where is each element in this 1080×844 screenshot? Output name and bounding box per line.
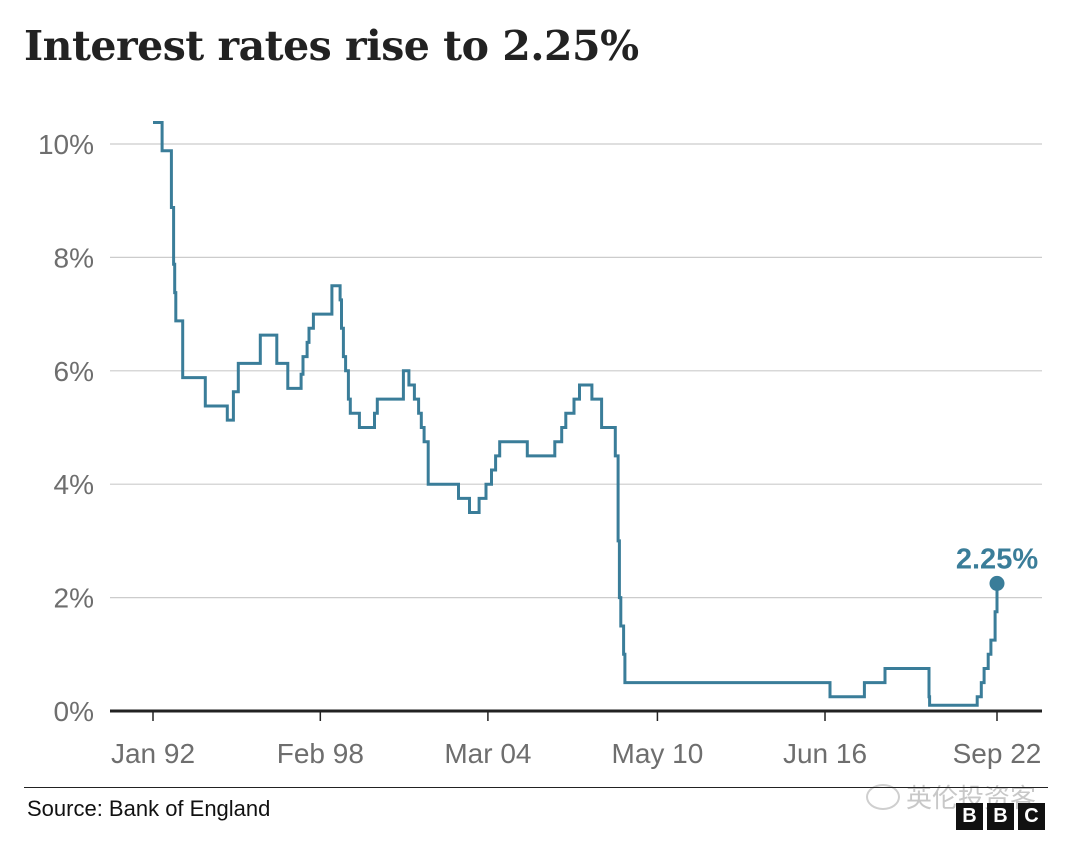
y-tick-label-2: 2% — [54, 583, 94, 614]
latest-rate-point — [989, 575, 1005, 591]
x-tick-label-2: Mar 04 — [444, 738, 531, 769]
x-axis-ticks: Jan 92 Feb 98 Mar 04 May 10 Jun 16 Sep 22 — [111, 711, 1041, 769]
gridlines — [110, 143, 1042, 713]
y-tick-label-10: 10% — [38, 129, 94, 160]
x-tick-label-4: Jun 16 — [783, 738, 867, 769]
y-tick-label-6: 6% — [54, 356, 94, 387]
interest-rate-line — [153, 121, 999, 707]
x-tick-label-0: Jan 92 — [111, 738, 195, 769]
wechat-icon — [866, 783, 900, 810]
y-axis-ticks: 0% 2% 4% 6% 8% 10% — [38, 129, 94, 727]
logo-letter-b1: B — [956, 803, 983, 830]
x-tick-label-5: Sep 22 — [953, 738, 1042, 769]
y-tick-label-0: 0% — [54, 696, 94, 727]
y-tick-label-8: 8% — [54, 242, 94, 273]
bbc-logo: B B C — [956, 803, 1045, 830]
logo-letter-b2: B — [987, 803, 1014, 830]
annotation-layer: 2.25% — [956, 543, 1038, 591]
latest-rate-label: 2.25% — [956, 543, 1038, 575]
series-layer — [153, 121, 999, 707]
source-note: Source: Bank of England — [27, 796, 271, 821]
x-tick-label-3: May 10 — [612, 738, 704, 769]
logo-letter-c: C — [1018, 803, 1045, 830]
y-tick-label-4: 4% — [54, 469, 94, 500]
footer-divider — [24, 787, 1048, 788]
x-tick-label-1: Feb 98 — [277, 738, 364, 769]
chart-title: Interest rates rise to 2.25% — [24, 22, 639, 70]
